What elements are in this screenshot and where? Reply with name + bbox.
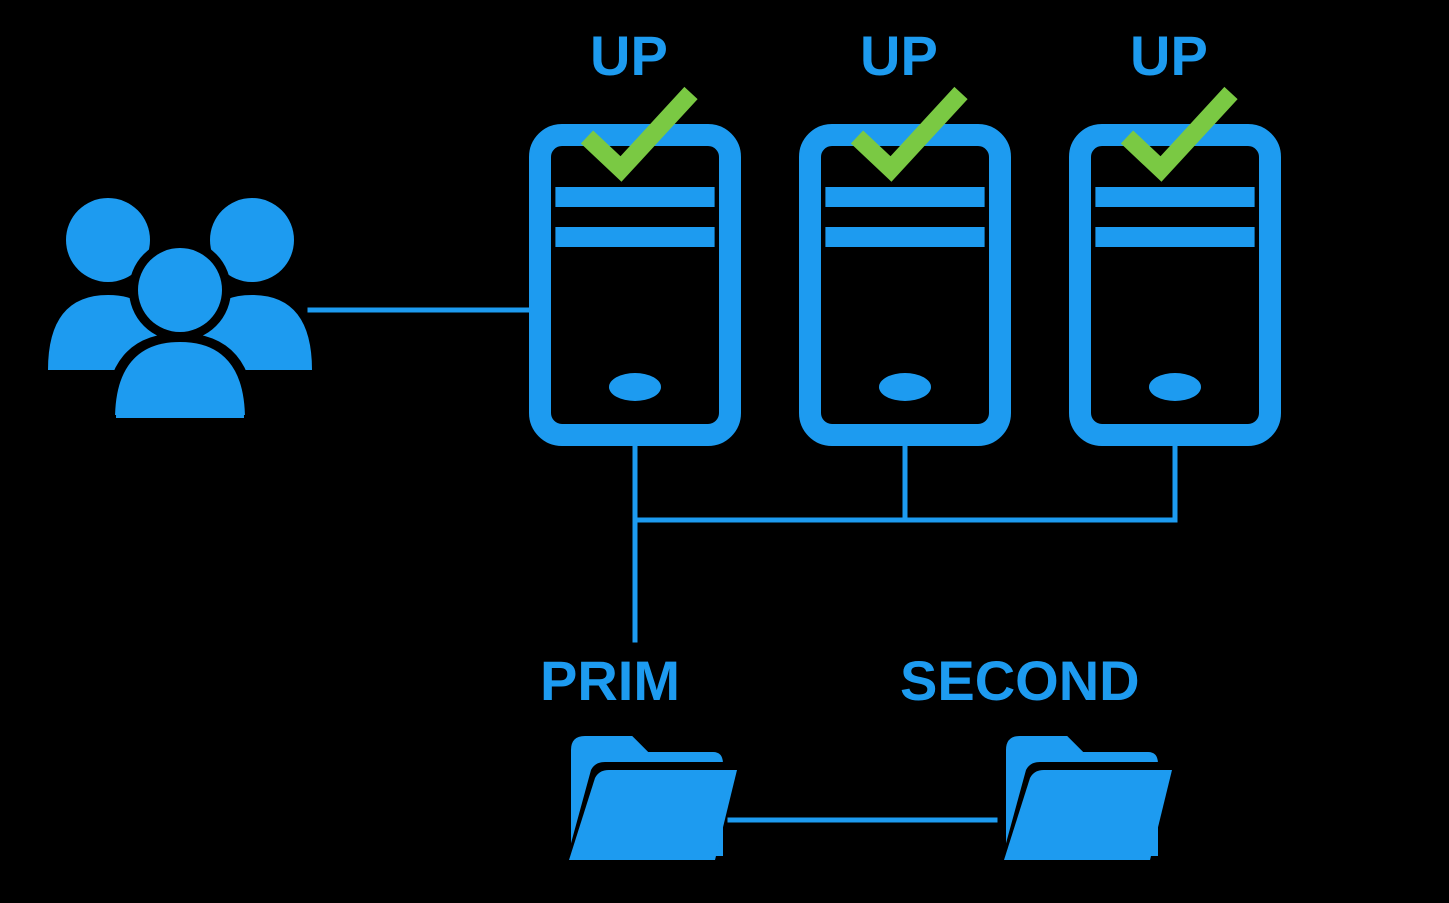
diagram-label: UP: [1130, 24, 1208, 87]
server-icon: [1080, 93, 1270, 435]
diagram-label: PRIM: [540, 649, 680, 712]
folder-icon: [567, 736, 737, 860]
folder-icon: [1002, 736, 1172, 860]
server-icon: [810, 93, 1000, 435]
diagram-label: UP: [860, 24, 938, 87]
architecture-diagram: UP UP UP PRIM SECOND: [0, 0, 1449, 903]
diagram-label: UP: [590, 24, 668, 87]
diagram-label: SECOND: [900, 649, 1140, 712]
server-icon: [540, 93, 730, 435]
users-icon: [48, 198, 312, 420]
